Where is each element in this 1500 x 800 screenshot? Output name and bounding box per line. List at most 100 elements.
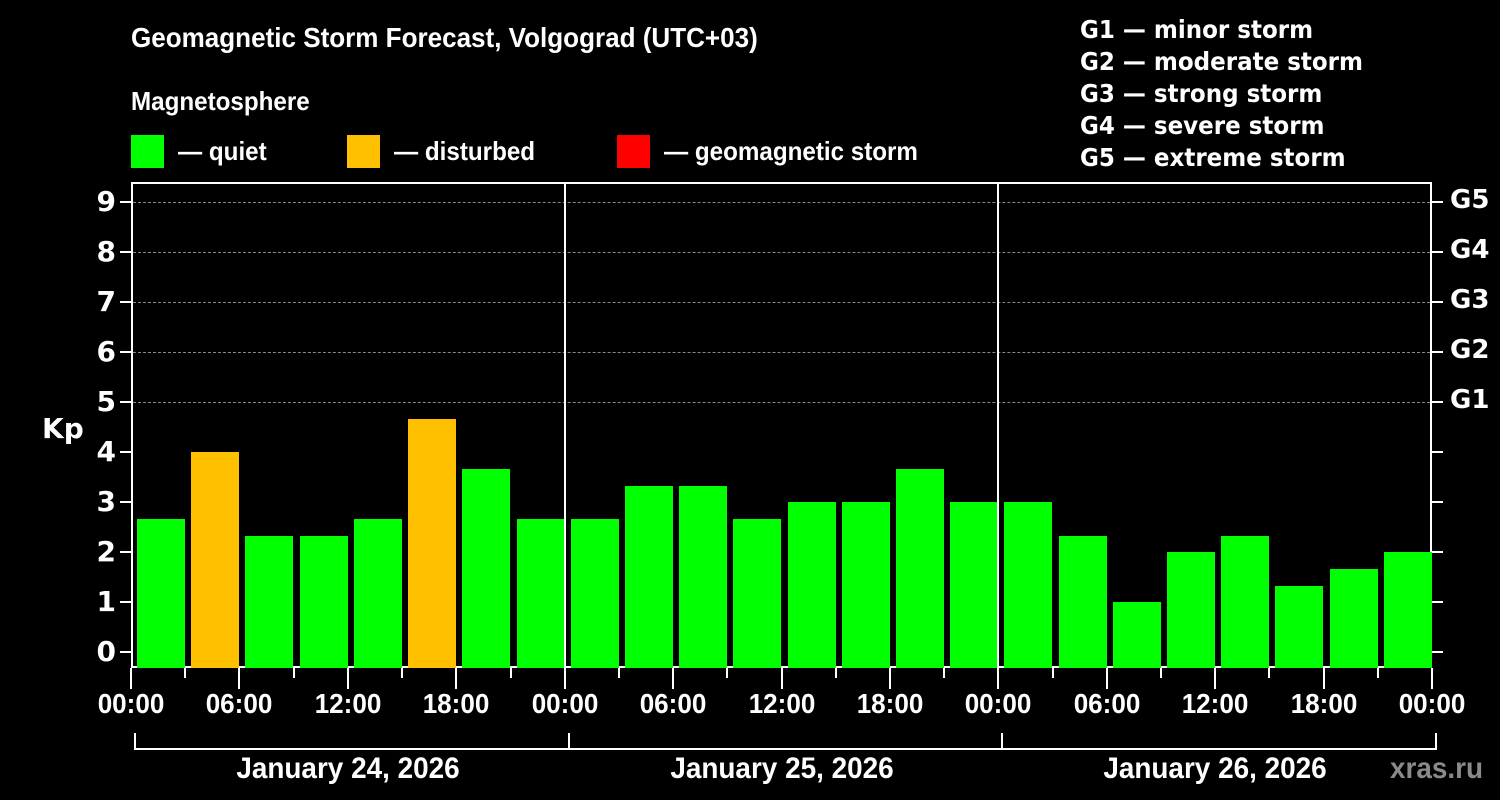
x-tick <box>997 668 1000 689</box>
y-tick-right <box>1432 251 1443 253</box>
x-tick <box>943 668 946 678</box>
kp-bar <box>1004 502 1053 668</box>
x-tick <box>1214 668 1217 689</box>
x-tick <box>1376 668 1379 678</box>
x-tick-label: 18:00 <box>1290 688 1357 719</box>
x-tick <box>292 668 295 678</box>
kp-bar <box>895 468 944 668</box>
kp-bar <box>353 518 402 668</box>
plot-frame <box>131 182 1432 668</box>
day-separator <box>563 182 566 668</box>
y-tick-label: 4 <box>96 435 116 468</box>
x-tick <box>184 668 187 678</box>
kp-bar <box>1329 568 1378 668</box>
storm-swatch <box>617 134 650 168</box>
x-tick-label: 06:00 <box>639 688 707 719</box>
x-tick <box>888 668 891 689</box>
x-tick-label: 06:00 <box>206 688 273 719</box>
day-separator <box>997 182 1000 668</box>
x-tick-label: 00:00 <box>964 688 1032 719</box>
chart-title: Geomagnetic Storm Forecast, Volgograd (U… <box>131 22 758 53</box>
y-tick-label: 5 <box>96 385 116 418</box>
x-tick-label: 00:00 <box>531 688 598 719</box>
kp-bar <box>841 502 890 668</box>
g-level-label: G4 <box>1450 235 1490 265</box>
y-tick-right <box>1432 301 1443 303</box>
x-tick <box>130 668 132 689</box>
y-tick-right <box>1432 501 1443 503</box>
kp-bar <box>1167 552 1215 668</box>
y-tick-label: 9 <box>96 185 116 218</box>
y-tick-label: 6 <box>96 335 116 368</box>
kp-bar <box>624 485 673 668</box>
kp-bar <box>516 518 565 668</box>
x-tick <box>1160 668 1162 678</box>
gridline <box>133 252 1430 253</box>
kp-bar <box>1112 602 1161 668</box>
disturbed-swatch <box>347 134 380 168</box>
y-tick <box>120 401 131 403</box>
x-tick <box>1105 668 1108 689</box>
x-tick <box>401 668 403 678</box>
y-tick-right <box>1432 451 1443 453</box>
kp-bar <box>733 518 782 668</box>
y-tick <box>120 601 131 603</box>
kp-bar <box>137 518 185 668</box>
kp-bar <box>408 418 456 668</box>
kp-bar <box>787 502 836 668</box>
y-tick <box>120 501 131 503</box>
x-tick-label: 12:00 <box>748 688 815 719</box>
g-scale-legend: G1 — minor storm G2 — moderate storm G3 … <box>1080 15 1363 172</box>
x-tick-label: 18:00 <box>422 688 490 719</box>
x-tick <box>834 668 837 678</box>
y-tick <box>120 251 131 253</box>
y-tick-label: 7 <box>96 285 116 318</box>
kp-bar <box>462 468 511 668</box>
legend-heading: Magnetosphere <box>131 86 310 116</box>
x-tick <box>509 668 512 678</box>
y-tick-label: 0 <box>96 635 116 668</box>
gridline <box>133 352 1430 353</box>
kp-bar <box>245 535 294 668</box>
day-label: January 25, 2026 <box>670 752 894 785</box>
kp-bar <box>950 502 999 668</box>
y-tick <box>120 551 131 553</box>
y-tick-label: 2 <box>96 535 116 568</box>
y-tick-right <box>1432 551 1443 553</box>
y-tick-right <box>1432 651 1443 653</box>
x-tick <box>672 668 675 689</box>
kp-bar <box>679 485 728 668</box>
x-tick-label: 12:00 <box>314 688 382 719</box>
x-tick-label: 12:00 <box>1181 688 1249 719</box>
gridline <box>133 302 1430 303</box>
kp-bar <box>1383 552 1432 668</box>
x-tick <box>563 668 566 689</box>
x-tick <box>1268 668 1271 678</box>
x-tick <box>617 668 620 678</box>
day-bracket <box>1001 733 1437 750</box>
y-axis-label: Kp <box>42 412 84 445</box>
x-tick-label: 00:00 <box>1398 688 1466 719</box>
gridline <box>133 202 1430 203</box>
kp-bar <box>1221 535 1270 668</box>
y-tick <box>120 451 131 453</box>
y-tick-label: 1 <box>96 585 116 618</box>
x-tick-label: 00:00 <box>97 688 165 719</box>
legend-storm: — geomagnetic storm <box>617 134 937 168</box>
y-tick <box>120 651 131 653</box>
y-tick <box>120 201 131 203</box>
y-tick-right <box>1432 201 1443 203</box>
x-tick <box>455 668 458 689</box>
y-tick-label: 8 <box>96 235 116 268</box>
y-tick-right <box>1432 401 1443 403</box>
x-tick-label: 06:00 <box>1073 688 1141 719</box>
kp-bar <box>1275 585 1324 668</box>
legend-quiet: — quiet <box>131 134 273 168</box>
quiet-swatch <box>131 134 164 168</box>
day-label: January 24, 2026 <box>236 752 460 785</box>
x-tick <box>1431 668 1433 689</box>
kp-bar <box>299 535 348 668</box>
legend-disturbed: — disturbed <box>347 134 546 168</box>
y-tick <box>120 351 131 353</box>
y-tick-right <box>1432 351 1443 353</box>
